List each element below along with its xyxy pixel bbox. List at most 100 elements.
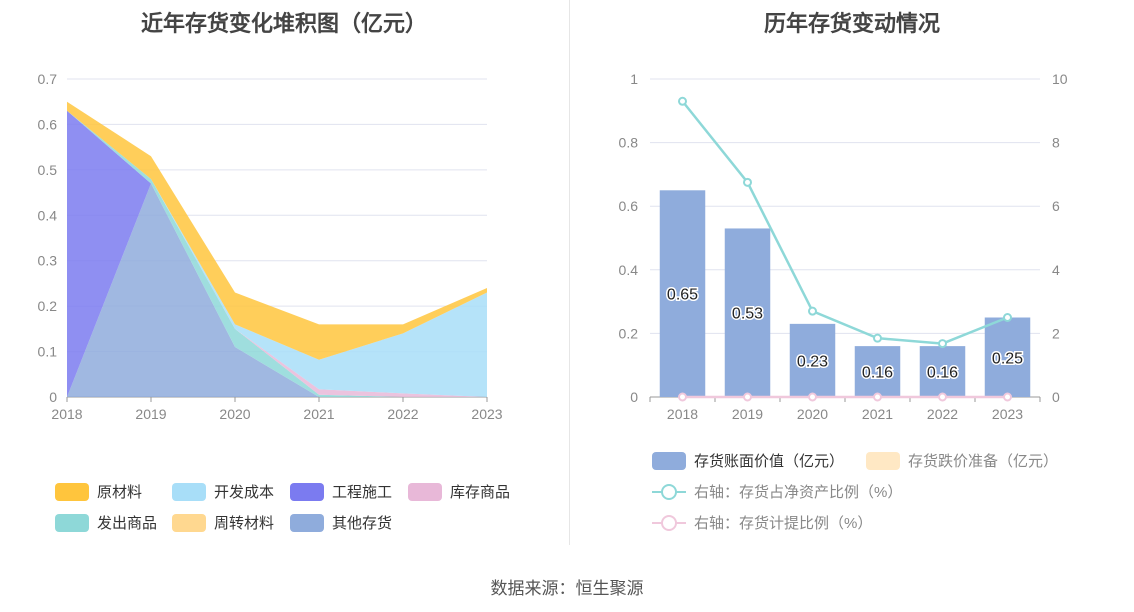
legend-swatch (55, 513, 89, 532)
bar (789, 323, 836, 397)
x-tick-label: 2018 (51, 406, 82, 422)
legend-label: 发出商品 (97, 515, 158, 532)
y-left-tick-label: 0.4 (619, 262, 639, 278)
line-point (678, 392, 687, 402)
legend-item[interactable]: 其他存货 (290, 512, 392, 533)
data-source-note: 数据来源：恒生聚源 (490, 579, 644, 598)
bar (919, 346, 966, 397)
legend-item[interactable]: 存货账面价值（亿元） (652, 450, 844, 471)
right-chart-title: 历年存货变动情况 (763, 11, 940, 36)
line-point (1003, 392, 1012, 402)
y-left-tick-label: 0 (630, 389, 638, 405)
legend-swatch (290, 513, 324, 532)
legend-label: 原材料 (97, 484, 143, 501)
legend-item[interactable]: 开发成本 (172, 481, 274, 502)
legend-item[interactable]: 周转材料 (172, 512, 274, 533)
legend-label: 存货跌价准备（亿元） (908, 453, 1059, 470)
legend-swatch (172, 513, 206, 532)
x-tick-label: 2022 (387, 406, 418, 422)
y-tick-label: 0.7 (38, 71, 58, 87)
y-tick-label: 0 (49, 389, 57, 405)
x-tick-label: 2021 (862, 406, 893, 422)
legend-item[interactable]: 右轴：存货占净资产比例（%） (652, 481, 902, 502)
line-point (873, 333, 882, 343)
y-left-tick-label: 0.2 (619, 325, 639, 341)
stacked-area-panel: 近年存货变化堆积图（亿元） 0 0.1 0.2 0.3 0.4 0.5 0.6 0.7 2018… (0, 0, 568, 545)
legend-swatch (652, 514, 686, 532)
legend-item[interactable]: 原材料 (55, 481, 142, 502)
bar (984, 317, 1031, 397)
bar (659, 190, 706, 397)
y-tick-label: 0.6 (38, 116, 58, 132)
x-tick-label: 2018 (667, 406, 698, 422)
legend-label: 右轴：存货计提比例（%） (694, 515, 873, 532)
line-point (808, 306, 817, 316)
legend-label: 库存商品 (450, 484, 511, 501)
panel-divider (569, 0, 570, 545)
stacked-area-chart: 0 0.1 0.2 0.3 0.4 0.5 0.6 0.7 2018 2019 2020 2021 20… (38, 71, 503, 422)
x-tick-label: 2022 (927, 406, 958, 422)
legend-swatch (652, 451, 686, 470)
legend-item[interactable]: 工程施工 (290, 481, 392, 502)
y-tick-label: 0.5 (38, 162, 58, 178)
bar-data-label: 0.53 (732, 306, 763, 323)
line-point (938, 392, 947, 402)
area-其他存货 (67, 183, 487, 397)
bar (854, 346, 901, 397)
x-tick-label: 2020 (219, 406, 250, 422)
right-legend: 存货账面价值（亿元） 存货跌价准备（亿元） 右轴：存货占净资产比例（%） 右轴：存货计… (570, 0, 1134, 545)
legend-swatch (408, 482, 442, 501)
legend-label: 右轴：存货占净资产比例（%） (694, 484, 903, 501)
bar-data-label: 0.16 (862, 365, 893, 382)
line-point (743, 177, 752, 187)
bar (724, 228, 771, 397)
inventory-change-panel: 历年存货变动情况 0 0.2 0.4 0.6 0.8 1 0 2 4 6 8 10 2018 2019 20… (570, 0, 1134, 545)
y-left-tick-label: 0.8 (619, 135, 639, 151)
y-left-tick-label: 0.6 (619, 198, 639, 214)
legend-swatch (172, 482, 206, 501)
legend-swatch (652, 483, 686, 501)
line-series (681, 100, 1008, 345)
legend-item[interactable]: 库存商品 (408, 481, 510, 502)
bar-data-label: 0.23 (797, 353, 828, 370)
legend-label: 存货账面价值（亿元） (694, 453, 845, 470)
left-chart-title: 近年存货变化堆积图（亿元） (140, 11, 427, 36)
y-tick-label: 0.2 (38, 298, 58, 314)
legend-label: 开发成本 (214, 484, 275, 501)
y-right-tick-label: 0 (1052, 389, 1060, 405)
bar-data-label: 0.25 (992, 350, 1023, 367)
legend-swatch (866, 451, 900, 470)
x-tick-label: 2020 (797, 406, 828, 422)
line-point (808, 392, 817, 402)
legend-label: 其他存货 (332, 515, 393, 532)
y-right-tick-label: 8 (1052, 135, 1060, 151)
legend-item[interactable]: 发出商品 (55, 512, 157, 533)
y-right-tick-label: 2 (1052, 325, 1060, 341)
y-left-tick-label: 1 (630, 71, 638, 87)
line-point (938, 339, 947, 349)
bar-data-label: 0.16 (927, 365, 958, 382)
legend-label: 周转材料 (214, 515, 275, 532)
y-tick-label: 0.3 (38, 253, 58, 269)
y-tick-label: 0.4 (38, 207, 58, 223)
y-tick-label: 0.1 (38, 344, 58, 360)
x-tick-label: 2019 (135, 406, 166, 422)
x-tick-label: 2023 (992, 406, 1023, 422)
legend-item[interactable]: 右轴：存货计提比例（%） (652, 512, 872, 533)
legend-label: 工程施工 (332, 484, 393, 501)
line-point (678, 96, 687, 106)
x-tick-label: 2021 (303, 406, 334, 422)
legend-item[interactable]: 存货跌价准备（亿元） (866, 450, 1058, 471)
area-开发成本 (67, 110, 487, 398)
y-right-tick-label: 10 (1052, 71, 1068, 87)
y-right-tick-label: 6 (1052, 198, 1060, 214)
x-tick-label: 2023 (471, 406, 502, 422)
x-tick-label: 2019 (732, 406, 763, 422)
y-right-tick-label: 4 (1052, 262, 1060, 278)
legend-swatch (55, 482, 89, 501)
line-point (873, 392, 882, 402)
bar-data-label: 0.65 (667, 287, 698, 304)
left-legend: 原材料 开发成本 工程施工 库存商品发出商品 周转材料 其他存货 (0, 0, 568, 545)
line-point (743, 392, 752, 402)
